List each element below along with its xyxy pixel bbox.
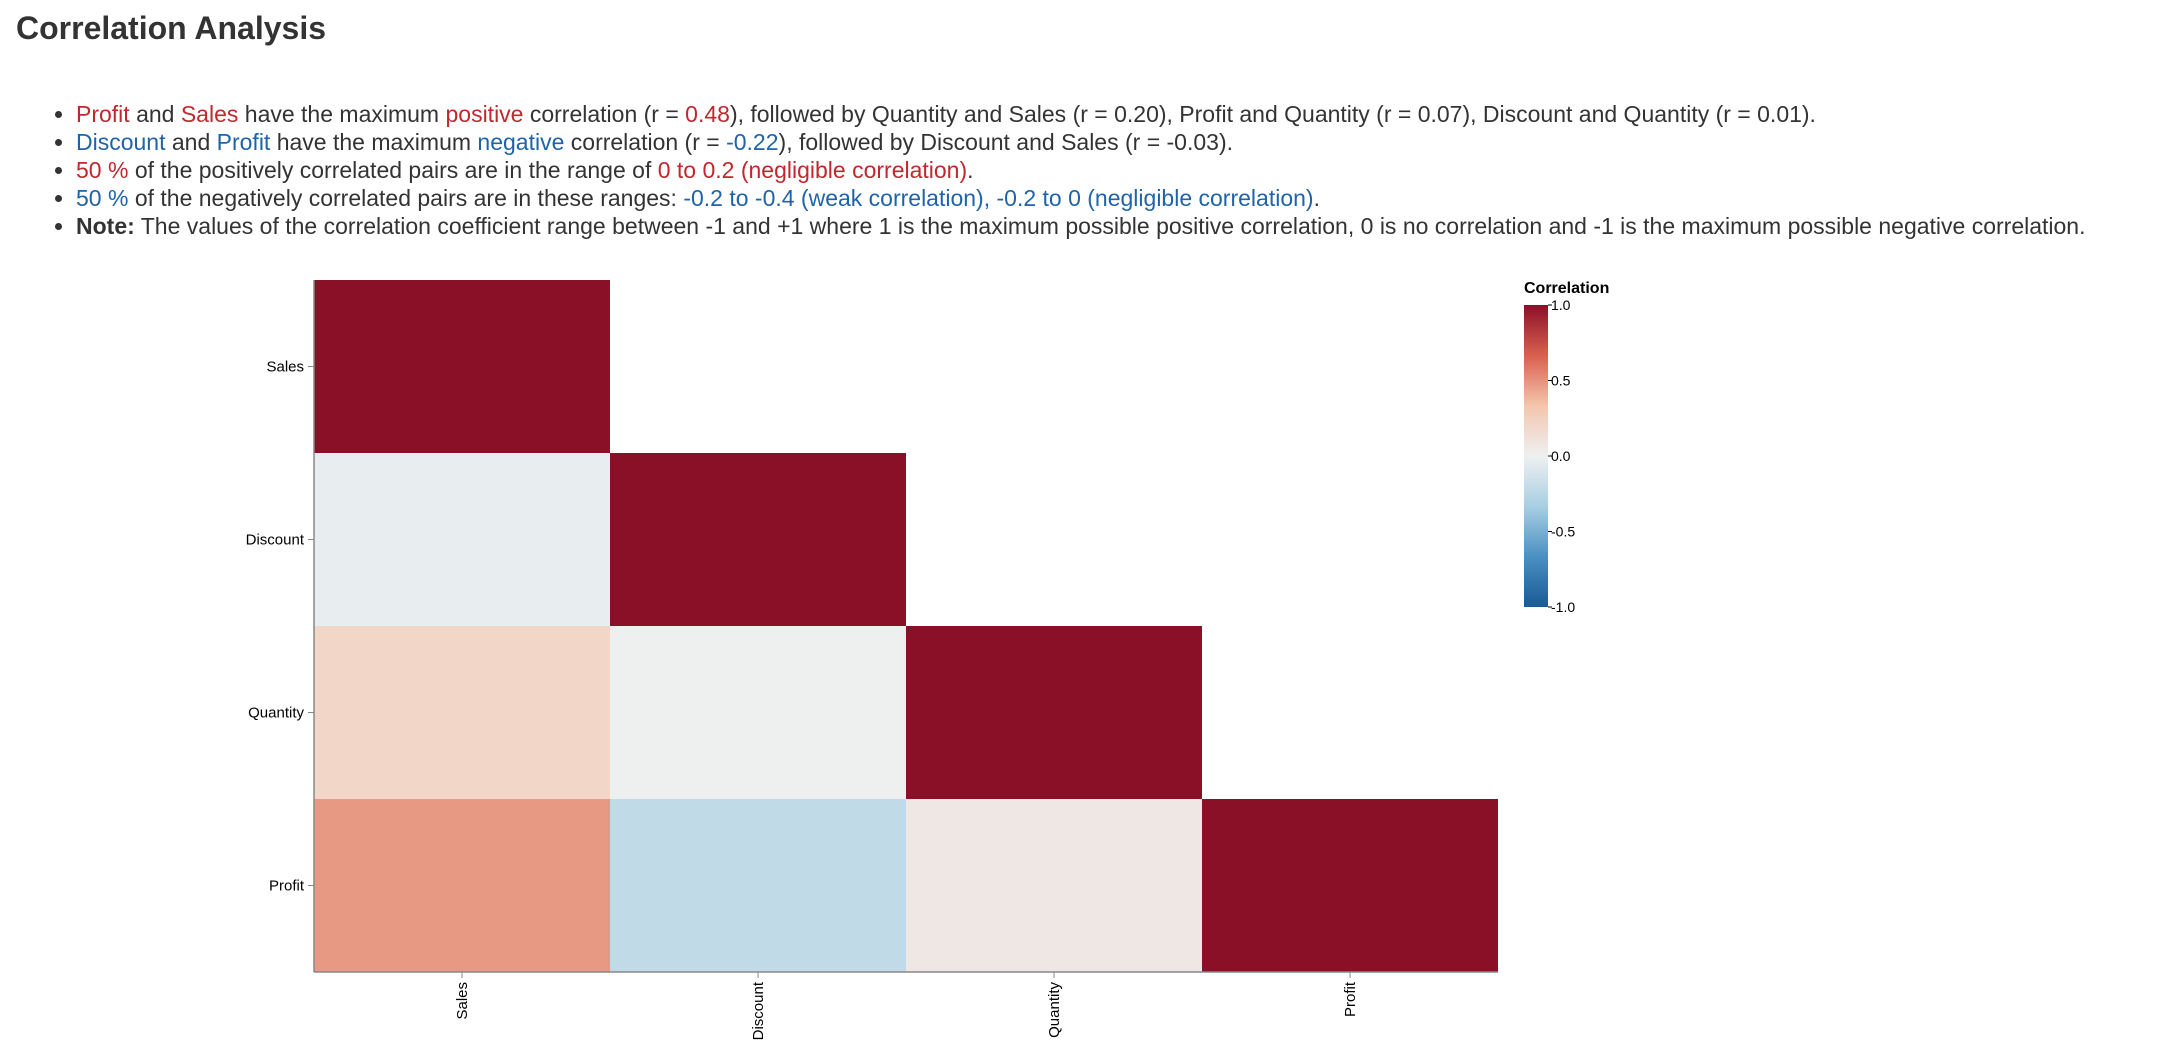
y-tick-label: Profit [269,878,305,895]
insight-item: Profit and Sales have the maximum positi… [76,100,2086,128]
insight-text: Discount [76,129,166,155]
insight-text: have the maximum [238,101,446,127]
insight-text: The values of the correlation coefficien… [134,213,2086,239]
insight-text: correlation (r = [523,101,686,127]
legend-tick-label: -0.5 [1551,524,1575,540]
insight-item: Discount and Profit have the maximum neg… [76,128,2086,156]
x-tick-label: Sales [454,982,471,1020]
insight-text: and [129,101,181,127]
insight-text: have the maximum [270,129,478,155]
insight-text: of the negatively correlated pairs are i… [128,185,684,211]
heatmap-cell [314,799,610,972]
heatmap-cell [314,453,610,626]
insight-text: 50 % [76,157,129,183]
insight-text: -0.22 [726,129,779,155]
insight-text: 0 to 0.2 (negligible correlation) [657,157,968,183]
insight-item: Note: The values of the correlation coef… [76,212,2086,240]
insight-text: 50 % [76,185,129,211]
insight-item: 50 % of the negatively correlated pairs … [76,184,2086,212]
insight-text: positive [445,101,524,127]
insight-text: Note: [76,213,135,239]
legend-tick-label: 0.0 [1551,448,1571,464]
y-tick-label: Sales [266,359,304,376]
x-tick-label: Discount [750,981,767,1040]
heatmap-cell [314,280,610,453]
insight-text: Profit [76,101,130,127]
insight-text: Sales [180,101,239,127]
heatmap-cell [314,626,610,799]
insight-item: 50 % of the positively correlated pairs … [76,156,2086,184]
heatmap-axes: Sales Discount Quantity Profit Sales Discount… [246,280,1498,1040]
insight-text: ), followed by Discount and Sales (r = -… [778,129,1233,155]
insights-list: Profit and Sales have the maximum positi… [44,100,2086,240]
y-tick-label: Discount [246,532,305,549]
insight-text: ), followed by Quantity and Sales (r = 0… [729,101,1816,127]
legend-tick-label: 0.5 [1551,373,1571,389]
insight-text: . [1313,185,1320,211]
insight-text: . [967,157,974,183]
heatmap-cell [610,453,906,626]
insight-text: of the positively correlated pairs are i… [128,157,658,183]
heatmap-cell [610,626,906,799]
insight-text: negative [477,129,565,155]
page-title: Correlation Analysis [16,10,327,46]
heatmap-cells [314,280,1498,972]
y-tick-label: Quantity [248,705,304,722]
correlation-heatmap: Sales Discount Quantity Profit Sales Discount… [246,280,1609,1040]
insight-text: Profit [216,129,271,155]
insight-text: correlation (r = [564,129,727,155]
legend-color-bar [1524,305,1548,607]
insight-text: and [165,129,217,155]
legend-tick-label: 1.0 [1551,297,1571,313]
insight-text: 0.48 [685,101,730,127]
x-tick-label: Profit [1342,981,1359,1017]
legend-title: Correlation [1524,280,1609,297]
x-tick-label: Quantity [1046,982,1063,1038]
heatmap-cell [610,799,906,972]
heatmap-cell [906,799,1202,972]
insight-text: -0.2 to -0.4 (weak correlation), -0.2 to… [683,185,1314,211]
legend-tick-label: -1.0 [1551,599,1575,615]
heatmap-cell [1202,799,1498,972]
heatmap-cell [906,626,1202,799]
